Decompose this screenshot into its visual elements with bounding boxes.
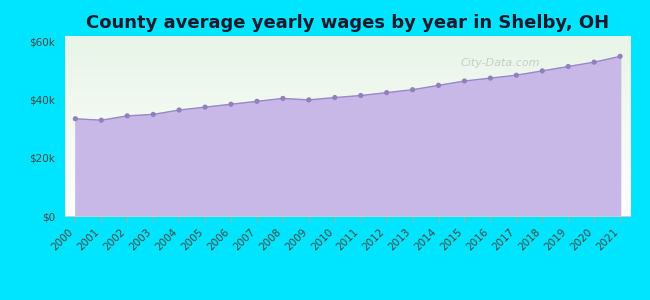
Point	[485, 76, 495, 80]
Point	[96, 118, 107, 123]
Point	[615, 54, 625, 59]
Point	[408, 87, 418, 92]
Point	[460, 79, 470, 83]
Point	[278, 96, 288, 101]
Point	[589, 60, 599, 64]
Point	[174, 108, 185, 112]
Point	[304, 98, 314, 102]
Point	[148, 112, 159, 117]
Point	[356, 93, 366, 98]
Text: City-Data.com: City-Data.com	[461, 58, 540, 68]
Point	[122, 113, 133, 118]
Point	[252, 99, 262, 104]
Point	[226, 102, 236, 106]
Point	[434, 83, 444, 88]
Point	[511, 73, 521, 78]
Point	[330, 95, 340, 100]
Point	[563, 64, 573, 69]
Point	[382, 90, 392, 95]
Point	[537, 68, 547, 73]
Point	[70, 116, 81, 121]
Point	[200, 105, 211, 110]
Title: County average yearly wages by year in Shelby, OH: County average yearly wages by year in S…	[86, 14, 609, 32]
